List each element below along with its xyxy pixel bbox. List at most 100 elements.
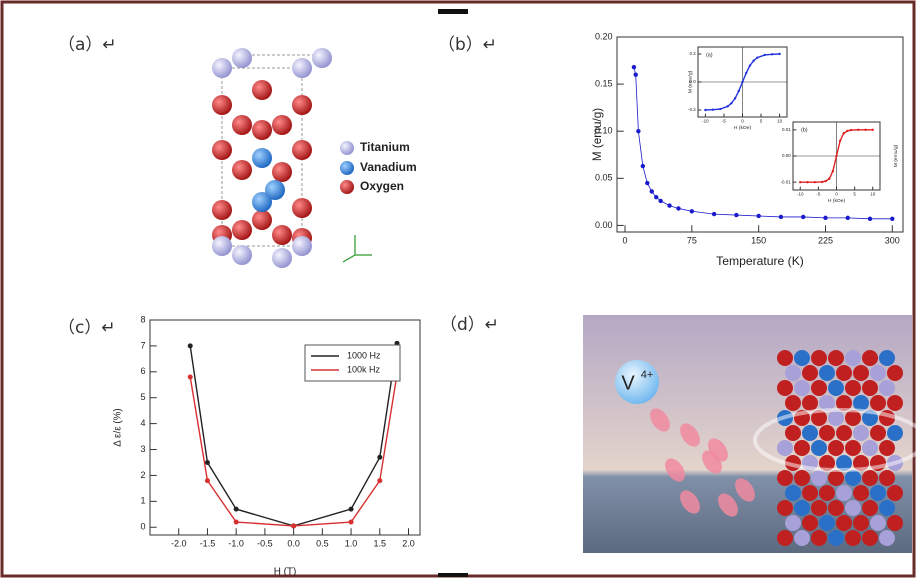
atom [292,198,312,218]
atom [845,380,861,396]
atom [802,365,818,381]
data-point [377,478,382,483]
crystal-structure [212,48,332,268]
x-tick-label: 0 [623,235,628,245]
atom [802,425,818,441]
atom [794,380,810,396]
x-tick-label: -5 [816,192,820,197]
atom [828,350,844,366]
data-point [690,209,694,213]
y-tick-label: 0 [140,522,145,532]
atom [828,410,844,426]
divider [438,573,468,577]
data-point [738,90,740,92]
data-point [676,206,680,210]
atom [811,380,827,396]
data-point [291,523,296,528]
y-tick-label: 0.05 [595,173,613,183]
y-tick-label: 1 [140,496,145,506]
data-point [868,217,872,221]
atom [232,160,252,180]
data-point [846,216,850,220]
atom [853,515,869,531]
x-tick-label: 10 [777,119,783,124]
atom [853,425,869,441]
x-tick-label: 1.5 [374,538,387,548]
y-axis-label: Δ ε/ε (%) [113,408,124,446]
atom [853,365,869,381]
data-point [741,81,743,83]
atom [794,350,810,366]
x-axis-label: H (T) [274,567,296,578]
atom [845,440,861,456]
x-axis-label: H (kOe) [734,125,752,131]
x-axis-label: H (kOe) [828,198,846,204]
data-point [890,217,894,221]
data-point [801,215,805,219]
atom [811,500,827,516]
atom [252,80,272,100]
x-tick-label: 0.5 [316,538,329,548]
atom [212,140,232,160]
atom [819,485,835,501]
atom [836,425,852,441]
atom [272,225,292,245]
data-point [752,60,754,62]
data-point [828,178,830,180]
atom [870,425,886,441]
data-point [850,129,852,131]
data-point [749,64,751,66]
atom [802,485,818,501]
data-point [864,129,866,131]
y-tick-label: 0.00 [595,220,613,230]
atom [777,440,793,456]
inset-title: (b) [801,127,808,133]
atom [870,365,886,381]
atom [252,148,272,168]
atom [212,58,232,78]
atom [819,515,835,531]
data-point [667,203,671,207]
x-tick-label: -1.0 [228,538,244,548]
atom [811,530,827,546]
atom [777,350,793,366]
y-tick-label: 2 [140,470,145,480]
atom [272,248,292,268]
atom [292,140,312,160]
x-tick-label: 300 [885,235,900,245]
axes-icon [343,235,372,262]
data-point [734,97,736,99]
x-tick-label: 150 [751,235,766,245]
atom [777,380,793,396]
y-tick-label: 3 [140,444,145,454]
atom [272,162,292,182]
atom [862,440,878,456]
atom [879,350,895,366]
atom [887,485,903,501]
atom [828,530,844,546]
x-tick-label: -1.5 [200,538,216,548]
x-tick-label: -5 [722,119,726,124]
atom [212,236,232,256]
y-tick-label: 0.01 [782,127,791,132]
axis-arrow [343,255,355,262]
data-point [799,181,801,183]
atom [853,485,869,501]
atom [811,470,827,486]
y-tick-label: -0.01 [780,179,791,184]
data-point [704,109,706,111]
data-point [730,102,732,104]
atom [794,440,810,456]
x-tick-label: -10 [797,192,804,197]
x-tick-label: 75 [687,235,697,245]
legend-label: 100k Hz [347,364,381,374]
y-tick-label: 0.20 [595,31,613,41]
atom [312,48,332,68]
atom [828,440,844,456]
atom [870,485,886,501]
data-point [712,109,714,111]
atom [862,380,878,396]
atom [811,350,827,366]
data-point [654,195,658,199]
x-axis-label: Temperature (K) [716,254,804,268]
